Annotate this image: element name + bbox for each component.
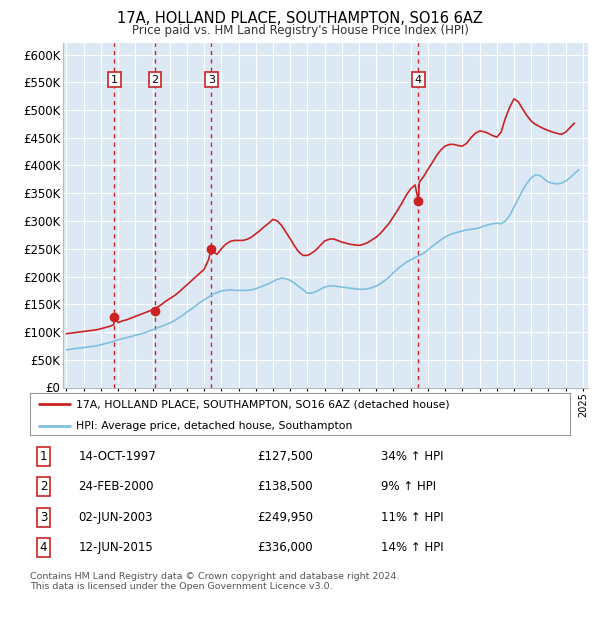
Text: £336,000: £336,000 [257, 541, 313, 554]
Text: 34% ↑ HPI: 34% ↑ HPI [381, 450, 443, 463]
Text: 24-FEB-2000: 24-FEB-2000 [79, 480, 154, 493]
Text: £249,950: £249,950 [257, 511, 313, 524]
Text: 11% ↑ HPI: 11% ↑ HPI [381, 511, 443, 524]
Text: 02-JUN-2003: 02-JUN-2003 [79, 511, 153, 524]
Text: 17A, HOLLAND PLACE, SOUTHAMPTON, SO16 6AZ: 17A, HOLLAND PLACE, SOUTHAMPTON, SO16 6A… [117, 11, 483, 26]
Text: 3: 3 [40, 511, 47, 524]
Text: 3: 3 [208, 74, 215, 84]
Text: 2: 2 [40, 480, 47, 493]
Text: 4: 4 [40, 541, 47, 554]
Text: Contains HM Land Registry data © Crown copyright and database right 2024.
This d: Contains HM Land Registry data © Crown c… [30, 572, 400, 591]
Text: 2: 2 [152, 74, 158, 84]
Text: HPI: Average price, detached house, Southampton: HPI: Average price, detached house, Sout… [76, 421, 352, 431]
Text: 1: 1 [111, 74, 118, 84]
Text: 9% ↑ HPI: 9% ↑ HPI [381, 480, 436, 493]
Text: 17A, HOLLAND PLACE, SOUTHAMPTON, SO16 6AZ (detached house): 17A, HOLLAND PLACE, SOUTHAMPTON, SO16 6A… [76, 399, 449, 409]
Text: £127,500: £127,500 [257, 450, 313, 463]
Text: Price paid vs. HM Land Registry's House Price Index (HPI): Price paid vs. HM Land Registry's House … [131, 24, 469, 37]
Text: 1: 1 [40, 450, 47, 463]
Text: £138,500: £138,500 [257, 480, 313, 493]
Text: 4: 4 [415, 74, 422, 84]
Text: 14% ↑ HPI: 14% ↑ HPI [381, 541, 443, 554]
Text: 12-JUN-2015: 12-JUN-2015 [79, 541, 154, 554]
Text: 14-OCT-1997: 14-OCT-1997 [79, 450, 157, 463]
